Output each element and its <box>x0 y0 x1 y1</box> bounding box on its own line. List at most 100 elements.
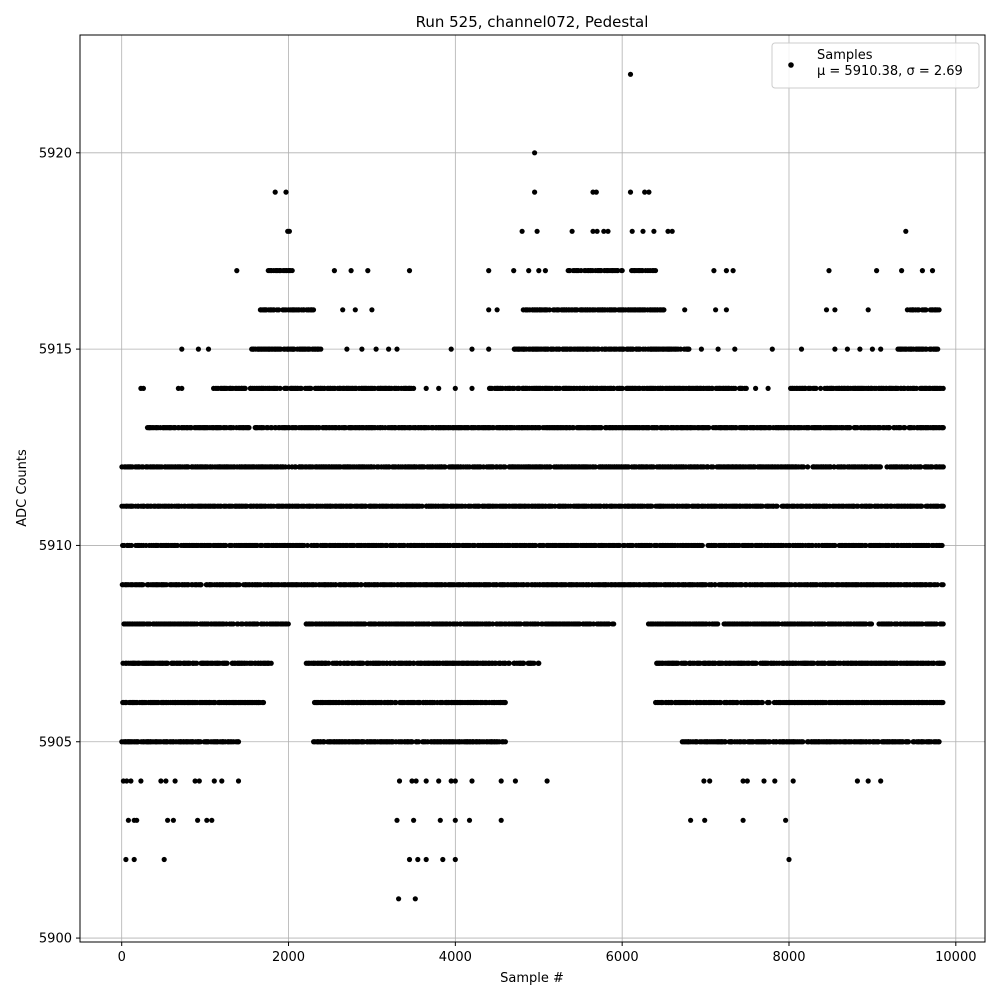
data-point <box>811 660 817 666</box>
data-point <box>868 621 875 627</box>
data-point <box>706 425 712 431</box>
data-point <box>518 621 524 627</box>
data-point <box>940 425 946 431</box>
data-point <box>940 503 946 509</box>
data-point <box>502 464 508 470</box>
data-point <box>776 621 782 627</box>
data-point <box>197 739 203 745</box>
data-point <box>277 385 283 391</box>
data-point <box>521 660 527 666</box>
data-point <box>805 464 811 470</box>
data-point <box>832 542 838 549</box>
data-point <box>502 739 508 745</box>
data-point <box>734 699 740 706</box>
data-point <box>933 621 940 627</box>
data-point <box>268 660 274 666</box>
data-point <box>940 582 946 588</box>
data-point <box>242 385 248 391</box>
data-point <box>767 739 773 745</box>
data-point <box>360 660 366 666</box>
data-point <box>326 660 332 666</box>
data-point <box>675 660 681 666</box>
data-point <box>236 582 242 588</box>
data-point <box>718 699 724 706</box>
data-point <box>598 425 604 431</box>
data-point <box>753 660 759 666</box>
data-point <box>260 699 267 706</box>
data-point <box>759 503 766 509</box>
data-point <box>321 739 327 745</box>
data-point <box>940 464 946 470</box>
data-point <box>254 621 260 627</box>
data-point <box>194 660 200 666</box>
data-point <box>649 503 655 509</box>
data-point <box>490 621 496 627</box>
data-point <box>918 464 924 470</box>
data-point <box>198 582 204 588</box>
data-point <box>557 385 563 391</box>
data-point <box>902 425 908 431</box>
data-points <box>119 71 946 902</box>
data-point <box>502 699 508 706</box>
data-point <box>223 542 229 549</box>
data-point <box>393 699 399 706</box>
data-point <box>547 464 553 470</box>
data-point <box>419 503 425 509</box>
data-point <box>710 464 716 470</box>
data-point <box>592 464 599 470</box>
data-point <box>533 542 539 549</box>
data-point <box>919 621 925 627</box>
data-point <box>940 621 946 627</box>
data-point <box>619 385 626 391</box>
data-point <box>416 739 422 745</box>
data-point <box>535 621 541 627</box>
data-point <box>847 425 853 431</box>
data-point <box>936 739 942 745</box>
data-point <box>308 385 314 391</box>
data-point <box>230 621 236 627</box>
data-point <box>800 739 806 745</box>
data-point <box>235 739 242 745</box>
data-point <box>919 503 925 509</box>
data-point <box>298 385 304 391</box>
data-point <box>246 425 252 431</box>
data-point <box>886 425 893 431</box>
data-point <box>722 739 728 745</box>
data-point <box>939 542 945 549</box>
data-point <box>940 699 946 706</box>
data-point <box>934 582 941 588</box>
data-point <box>715 621 721 627</box>
data-point <box>362 621 368 627</box>
data-point <box>224 660 230 666</box>
data-point <box>285 621 291 627</box>
data-point <box>409 739 415 745</box>
data-point <box>831 464 837 470</box>
data-point <box>411 660 417 666</box>
data-point <box>411 385 417 391</box>
data-point <box>536 660 542 666</box>
chart-title: Run 525, channel072, Pedestal <box>416 13 649 31</box>
data-point <box>506 660 512 666</box>
data-point <box>304 542 311 549</box>
data-point <box>863 542 869 549</box>
data-point <box>766 699 772 706</box>
data-point <box>128 542 135 549</box>
data-point <box>165 660 171 666</box>
data-point <box>905 739 912 745</box>
data-point <box>875 739 882 745</box>
data-point <box>699 542 705 549</box>
data-point <box>940 660 946 666</box>
data-point <box>712 582 718 588</box>
data-point <box>801 464 807 470</box>
data-point <box>877 464 884 470</box>
data-point <box>759 699 766 706</box>
data-point <box>358 582 364 588</box>
data-point <box>140 582 146 588</box>
data-point <box>531 660 537 666</box>
data-point <box>774 503 780 509</box>
data-point <box>442 464 448 470</box>
data-point <box>611 621 617 627</box>
data-point <box>174 542 181 549</box>
